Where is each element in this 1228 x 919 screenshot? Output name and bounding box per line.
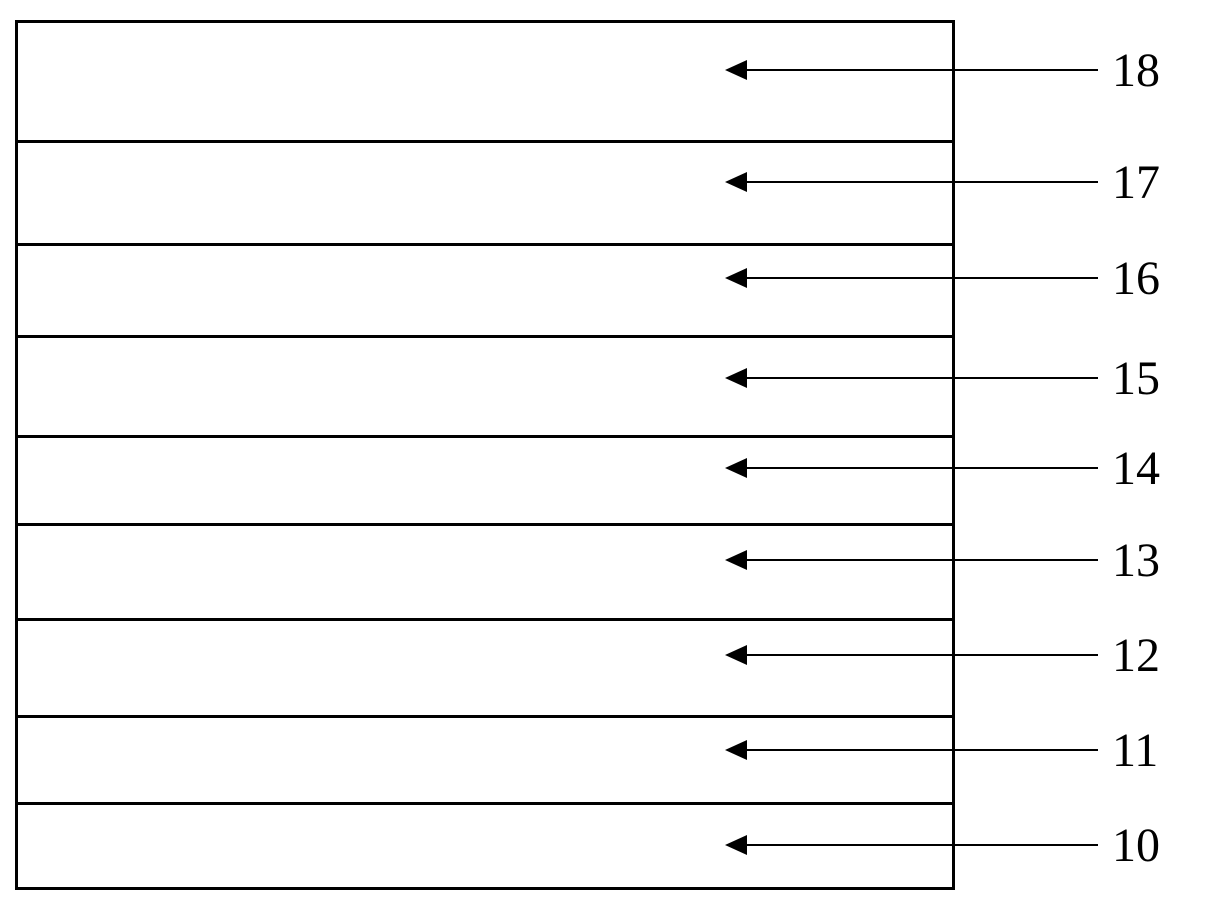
label-text: 15 [1112,351,1160,406]
arrow-line [745,181,1098,183]
label-17: 17 [745,158,1160,206]
arrow-line [745,559,1098,561]
arrow-head-icon [725,268,747,288]
arrow-line [745,277,1098,279]
label-13: 13 [745,536,1160,584]
label-text: 10 [1112,818,1160,873]
arrow-head-icon [725,172,747,192]
arrow-head-icon [725,645,747,665]
arrow-line [745,844,1098,846]
label-11: 11 [745,726,1158,774]
label-text: 13 [1112,533,1160,588]
arrow-head-icon [725,550,747,570]
arrow-line [745,749,1098,751]
arrow-head-icon [725,368,747,388]
arrow-head-icon [725,740,747,760]
label-12: 12 [745,631,1160,679]
label-15: 15 [745,354,1160,402]
label-text: 14 [1112,441,1160,496]
label-text: 18 [1112,43,1160,98]
arrow-head-icon [725,835,747,855]
arrow-head-icon [725,458,747,478]
label-16: 16 [745,254,1160,302]
label-14: 14 [745,444,1160,492]
arrow-line [745,467,1098,469]
arrow-line [745,377,1098,379]
label-18: 18 [745,46,1160,94]
label-text: 12 [1112,628,1160,683]
arrow-line [745,654,1098,656]
label-text: 11 [1112,723,1158,778]
label-text: 17 [1112,155,1160,210]
arrow-line [745,69,1098,71]
label-text: 16 [1112,251,1160,306]
label-10: 10 [745,821,1160,869]
arrow-head-icon [725,60,747,80]
